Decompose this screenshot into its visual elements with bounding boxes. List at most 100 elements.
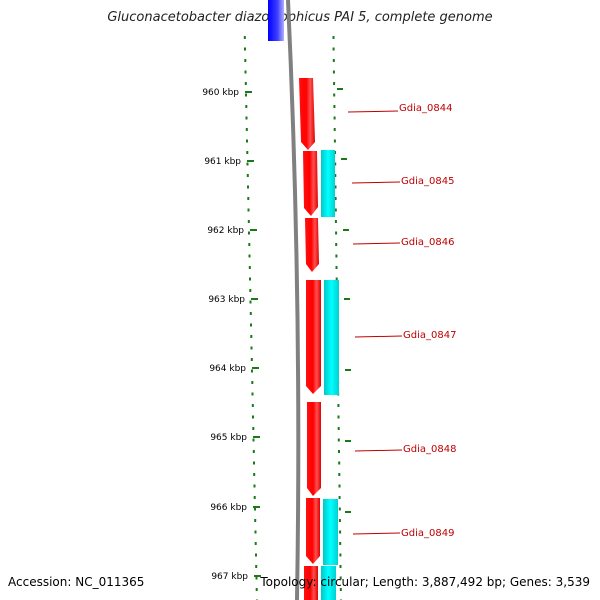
- scale-tick-label: 962 kbp: [207, 226, 244, 236]
- outer-dot: [335, 266, 338, 269]
- genome-backbone: [286, 0, 301, 600]
- inner-dot: [253, 461, 255, 465]
- scale-tick-label: 963 kbp: [208, 295, 245, 305]
- gene-label[interactable]: Gdia_0845: [401, 176, 454, 187]
- inner-dot: [251, 392, 254, 396]
- outer-dot: [332, 59, 335, 62]
- scale-ticks: 960 kbp 961 kbp 962 kbp 963 kbp 964 kbp 965 k…: [202, 88, 351, 582]
- inner-dot: [252, 438, 255, 442]
- inner-dot: [244, 70, 247, 74]
- outer-dot: [333, 139, 336, 143]
- outer-dot: [338, 484, 341, 488]
- outer-dot: [333, 82, 336, 85]
- gene-label[interactable]: Gdia_0844: [399, 103, 452, 114]
- outer-dot: [332, 47, 335, 51]
- inner-dot: [254, 530, 257, 534]
- gene-arrow-0846[interactable]: [305, 218, 319, 272]
- scale-tick-label: 965 kbp: [210, 433, 247, 443]
- inner-dot: [255, 553, 257, 557]
- outer-dot: [339, 588, 342, 591]
- gene-arrow-0845[interactable]: [303, 151, 318, 216]
- inner-dot: [252, 427, 255, 430]
- outer-dot: [338, 519, 341, 522]
- gene-arrow-0848[interactable]: [307, 402, 321, 496]
- inner-dot: [245, 93, 247, 97]
- inner-dot: [244, 82, 247, 85]
- inner-dot: [246, 151, 249, 154]
- inner-dot: [247, 208, 250, 212]
- outer-scale-tick: [341, 158, 347, 160]
- inner-dot: [245, 116, 248, 120]
- outer-dot: [339, 576, 342, 580]
- inner-dot: [251, 404, 254, 407]
- inner-dot: [252, 415, 254, 419]
- inner-dot: [251, 369, 253, 373]
- outer-dot: [335, 277, 338, 281]
- outer-dot: [334, 185, 337, 189]
- label-leader-line: [352, 532, 401, 535]
- inner-dot: [247, 197, 250, 200]
- scale-tick: [251, 298, 258, 300]
- outer-dot: [338, 507, 341, 511]
- gene-arrow-0844[interactable]: [299, 78, 315, 150]
- inner-dot: [244, 59, 247, 62]
- inner-dot: [249, 289, 252, 292]
- inner-dot: [248, 243, 251, 246]
- inner-dot: [250, 346, 253, 350]
- inner-dot: [254, 507, 256, 511]
- inner-dot: [246, 139, 248, 143]
- scale-tick: [253, 506, 260, 508]
- inner-dot: [246, 174, 249, 177]
- outer-scale-tick: [337, 88, 343, 90]
- outer-dot: [333, 116, 336, 120]
- inner-dot: [246, 162, 249, 166]
- gene-label[interactable]: Gdia_0848: [403, 444, 456, 455]
- scale-tick-label: 961 kbp: [204, 157, 241, 167]
- inner-dot: [253, 473, 256, 476]
- inner-scale-dots: [243, 36, 258, 600]
- inner-dot: [254, 542, 257, 545]
- accession-text: Accession: NC_011365: [8, 575, 145, 589]
- gene-label[interactable]: Gdia_0846: [401, 237, 454, 248]
- outer-dot: [334, 208, 337, 212]
- inner-dot: [250, 358, 253, 361]
- inner-dot: [249, 277, 251, 281]
- outer-dot: [339, 553, 342, 557]
- label-leader-line: [351, 181, 401, 184]
- inner-dot: [255, 588, 258, 591]
- outer-dot: [337, 438, 340, 442]
- gene-arrow-0849[interactable]: [306, 498, 320, 564]
- cds-block-0847: [324, 280, 339, 395]
- outer-dot: [338, 496, 341, 499]
- gene-label[interactable]: Gdia_0849: [401, 528, 454, 539]
- scale-tick: [253, 436, 260, 438]
- scale-tick: [245, 91, 252, 93]
- inner-dot: [244, 47, 246, 51]
- inner-dot: [252, 450, 255, 453]
- cds-block-0849: [323, 499, 338, 565]
- inner-dot: [248, 266, 251, 269]
- scale-tick: [250, 229, 257, 231]
- gene-label[interactable]: Gdia_0847: [403, 330, 456, 341]
- scale-tick-label: 960 kbp: [202, 88, 239, 98]
- label-leader-line: [354, 335, 403, 338]
- inner-dot: [255, 565, 258, 568]
- outer-dot: [337, 427, 340, 430]
- inner-dot: [250, 323, 252, 327]
- outer-dot: [334, 174, 337, 177]
- inner-dot: [245, 128, 248, 131]
- outer-dot: [334, 162, 337, 166]
- outer-dot: [332, 70, 335, 74]
- outer-dot: [335, 243, 338, 246]
- inner-dot: [247, 220, 250, 223]
- cds-block-0845: [321, 150, 335, 217]
- outer-scale-tick: [343, 229, 349, 231]
- gene-labels: Gdia_0844 Gdia_0845 Gdia_0846 Gdia_0847 Gdia…: [347, 103, 456, 539]
- inner-dot: [247, 185, 249, 189]
- inner-dot: [249, 300, 252, 304]
- outer-dot: [333, 93, 336, 97]
- outer-dot: [338, 450, 340, 453]
- gene-arrow-0847[interactable]: [306, 280, 321, 394]
- scale-tick-label: 967 kbp: [211, 572, 248, 582]
